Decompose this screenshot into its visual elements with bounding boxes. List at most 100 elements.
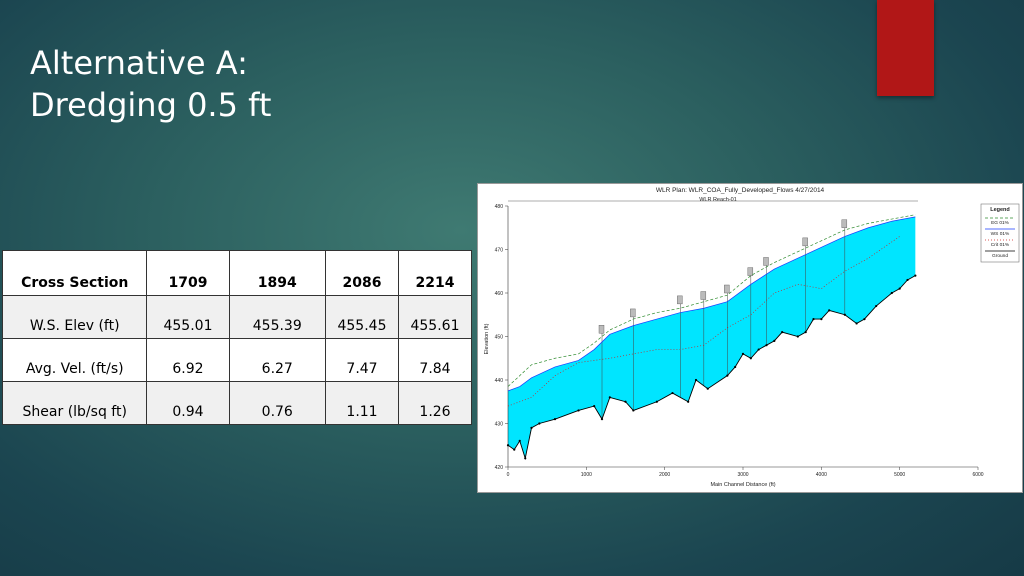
structure-block: [700, 291, 707, 300]
x-tick-label: 0: [507, 472, 510, 478]
header-cross-section: Cross Section: [1, 250, 148, 296]
chart-title: WLR Plan: WLR_COA_Fully_Developed_Flows …: [656, 187, 825, 194]
y-tick-label: 430: [495, 422, 504, 428]
ground-point: [914, 274, 917, 277]
ground-point: [577, 409, 580, 412]
ground-point: [820, 318, 823, 321]
ground-point: [706, 387, 709, 390]
ground-point: [518, 439, 521, 442]
structure-block: [802, 237, 808, 247]
ground-point: [741, 352, 745, 355]
x-tick-label: 2000: [659, 472, 670, 478]
table-cell: 455.61: [397, 295, 473, 339]
ground-point: [687, 400, 690, 403]
y-tick-label: 460: [495, 291, 504, 297]
table-cell: 455.01: [146, 295, 230, 339]
series-line: [507, 216, 916, 392]
header-1894: 1894: [228, 250, 326, 296]
x-axis-label: Main Channel Distance (ft): [710, 482, 775, 488]
ground-point: [812, 318, 815, 321]
table-cell: 1.26: [397, 381, 473, 425]
row-label: Shear (lb/sq ft): [1, 381, 148, 425]
ground-point: [906, 278, 909, 282]
table-cell: 7.47: [325, 338, 399, 382]
ground-point: [671, 391, 674, 395]
series-line: [507, 236, 900, 407]
ground-point: [843, 313, 846, 316]
slide-title-line1: Alternative A:: [30, 44, 248, 82]
structure-block: [747, 267, 754, 276]
ground-point: [757, 348, 760, 351]
x-tick-label: 1000: [581, 472, 592, 478]
slide-title-line2: Dredging 0.5 ft: [30, 86, 272, 124]
ground-point: [875, 304, 878, 308]
ground-point: [524, 457, 527, 460]
ground-point: [863, 318, 866, 321]
legend-entry: Crit 01%: [991, 242, 1010, 248]
ground-point: [796, 335, 799, 338]
accent-tab: [877, 0, 934, 96]
profile-chart-svg: WLR Plan: WLR_COA_Fully_Developed_Flows …: [484, 187, 1020, 488]
water-fill: [508, 216, 916, 459]
table-cell: 7.84: [397, 338, 473, 382]
plot-area: 0 1000 2000 3000 4000 5000 6000 420 430 440 450 460…: [495, 200, 984, 478]
y-tick-label: 480: [495, 204, 504, 210]
y-tick-label: 420: [495, 465, 504, 471]
ground-point: [734, 365, 737, 369]
x-tick-label: 5000: [894, 472, 905, 478]
ground-point: [855, 322, 858, 325]
row-label: Avg. Vel. (ft/s): [1, 338, 148, 382]
series-line: [507, 214, 916, 387]
row-label: W.S. Elev (ft): [1, 295, 148, 339]
ground-point: [898, 287, 901, 290]
legend-entry: WS 01%: [991, 231, 1010, 237]
structure-block: [763, 257, 769, 266]
x-tick-label: 4000: [816, 472, 827, 478]
ground-point: [624, 400, 627, 403]
table-cell: 0.94: [146, 381, 230, 425]
table-row: Avg. Vel. (ft/s) 6.92 6.27 7.47 7.84: [1, 338, 473, 382]
ground-point: [632, 409, 635, 412]
table-row: Shear (lb/sq ft) 0.94 0.76 1.11 1.26: [1, 381, 473, 425]
ground-point: [538, 422, 541, 425]
structure-block: [677, 295, 683, 305]
ground-point: [530, 426, 533, 429]
ground-point: [773, 339, 776, 342]
x-tick-label: 3000: [737, 472, 748, 478]
legend-entry: EG 01%: [991, 220, 1010, 226]
y-axis-label: Elevation (ft): [484, 323, 490, 354]
structure-block: [841, 219, 848, 228]
header-2214: 2214: [397, 250, 473, 296]
table-cell: 455.39: [228, 295, 326, 339]
header-1709: 1709: [146, 250, 230, 296]
ground-point: [600, 418, 604, 421]
slide-title: Alternative A: Dredging 0.5 ft: [30, 42, 271, 126]
profile-chart: WLR Plan: WLR_COA_Fully_Developed_Flows …: [477, 183, 1023, 493]
table-row: W.S. Elev (ft) 455.01 455.39 455.45 455.…: [1, 295, 473, 339]
table-cell: 455.45: [325, 295, 399, 339]
y-tick-label: 470: [495, 248, 504, 254]
table-cell: 1.11: [325, 381, 399, 425]
cross-section-table: Cross Section 1709 1894 2086 2214 W.S. E…: [1, 250, 473, 425]
legend-title: Legend: [990, 207, 1010, 213]
ground-point: [726, 374, 729, 377]
table-cell: 0.76: [228, 381, 326, 425]
chart-subtitle: WLR Reach-01: [699, 197, 737, 203]
structure-block: [724, 284, 730, 294]
ground-point: [513, 448, 516, 451]
ground-point: [593, 405, 596, 408]
ground-point: [890, 291, 893, 295]
ground-point: [694, 378, 698, 382]
structure-block: [630, 308, 636, 318]
x-tick-label: 6000: [972, 472, 983, 478]
y-tick-label: 440: [495, 378, 504, 384]
structure-block: [598, 325, 605, 334]
ground-point: [608, 396, 611, 399]
table-cell: 6.27: [228, 338, 326, 382]
ground-point: [828, 309, 831, 312]
legend-entry: Ground: [992, 253, 1008, 259]
ground-point: [781, 331, 784, 334]
ground-point: [553, 418, 557, 421]
table-cell: 6.92: [146, 338, 230, 382]
ground-point: [655, 400, 658, 403]
